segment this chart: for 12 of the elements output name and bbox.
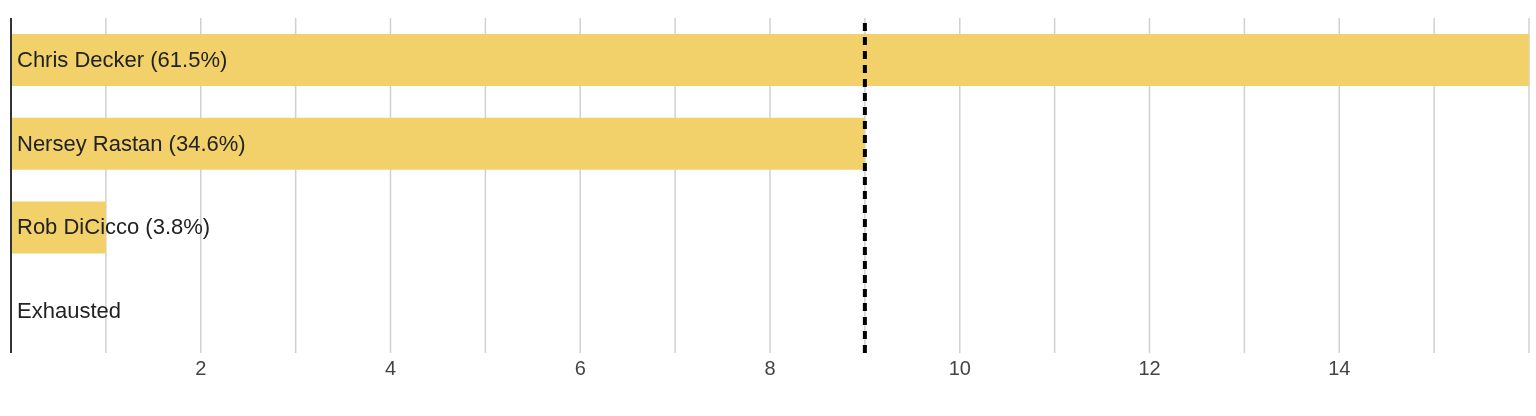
bar — [11, 33, 1529, 86]
x-tick-label: 6 — [574, 357, 586, 380]
bar — [11, 117, 865, 170]
y-tick-label: Exhausted — [17, 298, 121, 324]
x-tick-label: 14 — [1328, 357, 1351, 380]
x-tick-label: 2 — [195, 357, 207, 380]
y-tick-label: Nersey Rastan (34.6%) — [17, 130, 246, 156]
x-tick-label: 8 — [764, 357, 776, 380]
x-tick-label: 12 — [1138, 357, 1161, 380]
x-tick-label: 10 — [948, 357, 971, 380]
y-tick-label: Chris Decker (61.5%) — [17, 46, 228, 72]
x-tick-label: 4 — [384, 357, 397, 380]
